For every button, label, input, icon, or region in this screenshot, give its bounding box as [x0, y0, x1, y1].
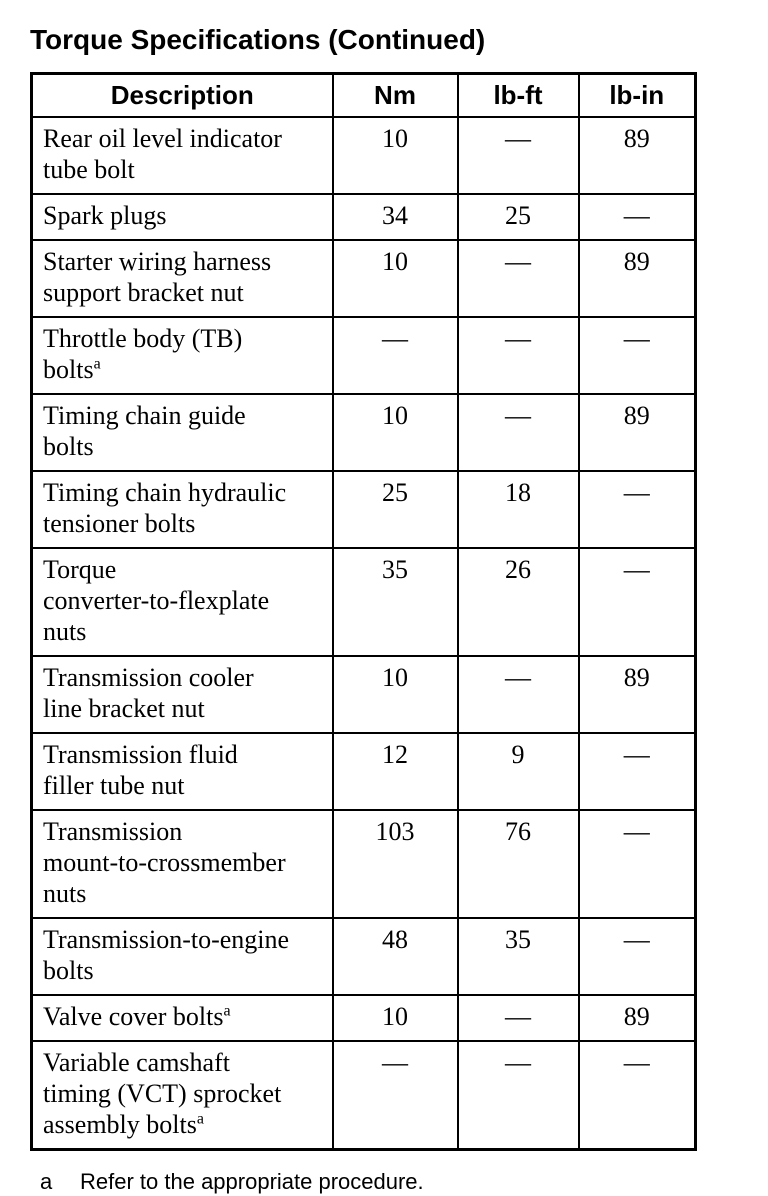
description-cell: Transmission cooler line bracket nut	[30, 655, 334, 734]
nm-cell: 35	[331, 547, 459, 657]
lbin-cell: 89	[577, 116, 697, 195]
footnote-marker: a	[40, 1169, 53, 1194]
table-row: Valve cover boltsa 10 — 89	[30, 994, 697, 1042]
lbin-cell: —	[577, 193, 697, 241]
lbft-cell: —	[456, 994, 580, 1042]
description-cell: Transmission fluid filler tube nut	[30, 732, 334, 811]
description-cell: Rear oil level indicator tube bolt	[30, 116, 334, 195]
nm-cell: 10	[331, 393, 459, 472]
column-header-lbin: lb-in	[577, 72, 697, 118]
nm-cell: —	[331, 316, 459, 395]
lbft-cell: 35	[456, 917, 580, 996]
table-row: Transmission fluid filler tube nut 12 9 …	[30, 732, 697, 811]
description-text: Transmission mount-to-crossmember nuts	[43, 817, 286, 908]
description-text: Transmission-to-engine bolts	[43, 925, 290, 985]
footnote-ref: a	[93, 355, 101, 373]
column-header-description: Description	[30, 72, 334, 118]
header-row: Description Nm lb-ft lb-in	[30, 72, 697, 118]
description-text: Rear oil level indicator tube bolt	[43, 124, 282, 184]
lbin-cell: —	[577, 1040, 697, 1151]
nm-cell: 10	[331, 655, 459, 734]
nm-cell: 10	[331, 994, 459, 1042]
lbin-cell: —	[577, 547, 697, 657]
lbin-cell: 89	[577, 393, 697, 472]
column-header-lbft: lb-ft	[456, 72, 580, 118]
lbft-cell: —	[456, 655, 580, 734]
description-cell: Variable camshaft timing (VCT) sprocket …	[30, 1040, 334, 1151]
description-text: Transmission fluid filler tube nut	[43, 740, 238, 800]
lbin-cell: —	[577, 917, 697, 996]
lbft-cell: 18	[456, 470, 580, 549]
description-cell: Spark plugs	[30, 193, 334, 241]
lbin-cell: —	[577, 470, 697, 549]
description-cell: Starter wiring harness support bracket n…	[30, 239, 334, 318]
lbin-cell: 89	[577, 994, 697, 1042]
table-row: Throttle body (TB) boltsa — — —	[30, 316, 697, 395]
description-cell: Torque converter-to-flexplate nuts	[30, 547, 334, 657]
lbin-cell: —	[577, 809, 697, 919]
lbin-cell: 89	[577, 655, 697, 734]
lbft-cell: —	[456, 316, 580, 395]
description-text: Torque converter-to-flexplate nuts	[43, 555, 270, 646]
table-row: Timing chain guide bolts 10 — 89	[30, 393, 697, 472]
description-cell: Transmission-to-engine bolts	[30, 917, 334, 996]
lbin-cell: 89	[577, 239, 697, 318]
description-text: Timing chain hydraulic tensioner bolts	[43, 478, 287, 538]
nm-cell: —	[331, 1040, 459, 1151]
description-text: Spark plugs	[43, 201, 167, 230]
description-text: Timing chain guide bolts	[43, 401, 246, 461]
footnote-ref: a	[196, 1110, 204, 1128]
nm-cell: 25	[331, 470, 459, 549]
nm-cell: 103	[331, 809, 459, 919]
torque-specifications-table: Description Nm lb-ft lb-in Rear oil leve…	[30, 72, 697, 1151]
nm-cell: 10	[331, 239, 459, 318]
description-cell: Timing chain hydraulic tensioner bolts	[30, 470, 334, 549]
nm-cell: 48	[331, 917, 459, 996]
lbft-cell: —	[456, 1040, 580, 1151]
lbft-cell: 76	[456, 809, 580, 919]
description-text: Starter wiring harness support bracket n…	[43, 247, 272, 307]
lbft-cell: 26	[456, 547, 580, 657]
table-row: Transmission mount-to-crossmember nuts 1…	[30, 809, 697, 919]
footnote-ref: a	[223, 1002, 231, 1020]
description-text: Valve cover bolts	[43, 1002, 224, 1031]
description-cell: Throttle body (TB) boltsa	[30, 316, 334, 395]
table-row: Timing chain hydraulic tensioner bolts 2…	[30, 470, 697, 549]
nm-cell: 10	[331, 116, 459, 195]
lbft-cell: 25	[456, 193, 580, 241]
table-row: Transmission-to-engine bolts 48 35 —	[30, 917, 697, 996]
table-row: Torque converter-to-flexplate nuts 35 26…	[30, 547, 697, 657]
description-text: Variable camshaft timing (VCT) sprocket …	[43, 1048, 282, 1139]
page-title: Torque Specifications (Continued)	[30, 24, 486, 55]
lbft-cell: —	[456, 239, 580, 318]
description-text: Transmission cooler line bracket nut	[43, 663, 254, 723]
lbin-cell: —	[577, 732, 697, 811]
table-row: Starter wiring harness support bracket n…	[30, 239, 697, 318]
footnote-text: Refer to the appropriate procedure.	[80, 1169, 424, 1194]
description-cell: Transmission mount-to-crossmember nuts	[30, 809, 334, 919]
table-row: Rear oil level indicator tube bolt 10 — …	[30, 116, 697, 195]
table-row: Spark plugs 34 25 —	[30, 193, 697, 241]
table-row: Variable camshaft timing (VCT) sprocket …	[30, 1040, 697, 1151]
footnote: a Refer to the appropriate procedure.	[30, 1169, 738, 1195]
table-row: Transmission cooler line bracket nut 10 …	[30, 655, 697, 734]
nm-cell: 34	[331, 193, 459, 241]
nm-cell: 12	[331, 732, 459, 811]
column-header-nm: Nm	[331, 72, 459, 118]
description-text: Throttle body (TB) bolts	[43, 324, 243, 384]
lbft-cell: —	[456, 116, 580, 195]
description-cell: Valve cover boltsa	[30, 994, 334, 1042]
description-cell: Timing chain guide bolts	[30, 393, 334, 472]
lbin-cell: —	[577, 316, 697, 395]
lbft-cell: 9	[456, 732, 580, 811]
lbft-cell: —	[456, 393, 580, 472]
